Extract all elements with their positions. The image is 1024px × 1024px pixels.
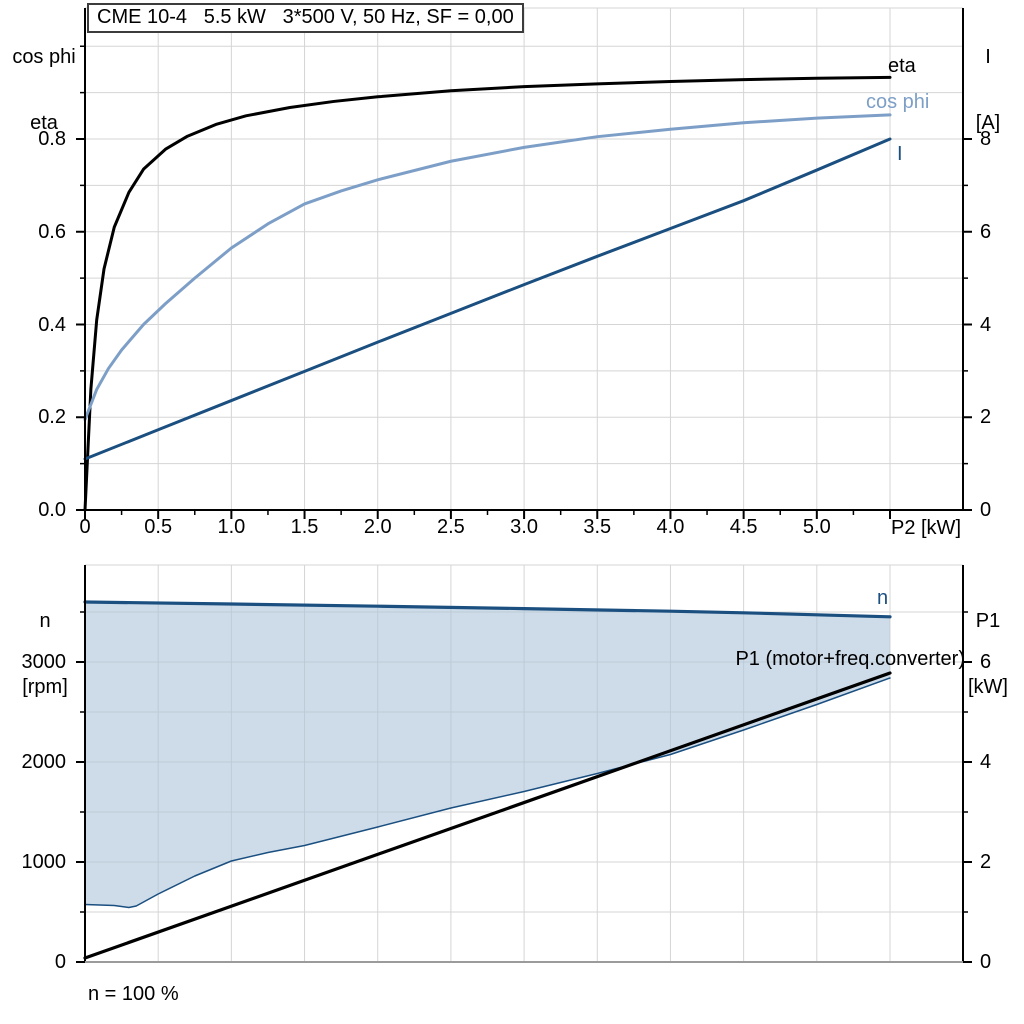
x-tick-label: 1.5 [290, 516, 319, 538]
top-y-left-tick-label: 0.2 [38, 406, 66, 429]
top-y-left-tick-label: 0.0 [38, 499, 66, 521]
curve-label-current: I [897, 143, 903, 165]
bottom-left-axis-title: n [rpm] [8, 566, 82, 742]
curve-label-eta: eta [888, 55, 916, 77]
x-tick-label: 3.0 [510, 516, 538, 538]
annotation-n-100-percent: n = 100 % [88, 983, 179, 1005]
chart-title: CME 10-4 5.5 kW 3*500 V, 50 Hz, SF = 0,0… [87, 3, 524, 33]
right-axis-title-p1: P1 [975, 610, 1001, 632]
series-p1-motor-freq-converter [83, 671, 892, 960]
x-tick-label: 3.5 [583, 516, 612, 538]
x-tick-label: 2.0 [363, 516, 392, 538]
top-y-right-tick-label: 2 [980, 406, 992, 429]
bottom-y-left-tick-label: 2000 [21, 751, 67, 773]
series-eta [83, 75, 892, 512]
series-i [83, 137, 892, 461]
top-y-right-tick-label: 4 [980, 313, 992, 336]
x-tick-label: 4.0 [656, 516, 685, 538]
bottom-y-left-tick-label: 3000 [21, 651, 67, 673]
x-tick-label: 0.5 [144, 516, 173, 538]
x-tick-label: 0 [79, 516, 91, 538]
curve-label-n: n [877, 587, 889, 609]
top-y-right-tick-label: 0 [980, 499, 992, 521]
right-axis-title-ampere-unit: [A] [975, 112, 1001, 134]
top-left-axis-title: cos phi eta [6, 2, 82, 178]
left-axis-title-n: n [39, 610, 51, 632]
top-y-right-tick-label: 8 [980, 128, 992, 150]
bottom-y-right-tick-label: 4 [980, 751, 992, 773]
x-tick-label: 1.0 [217, 516, 246, 538]
top-y-left-tick-label: 0.4 [38, 313, 66, 336]
top-right-axis-title: I [A] [962, 2, 1014, 178]
top-y-right-tick-label: 6 [980, 220, 992, 243]
left-axis-title-rpm-unit: [rpm] [22, 676, 68, 698]
x-tick-label: 2.5 [437, 516, 465, 538]
bottom-y-right-tick-label: 0 [980, 951, 992, 973]
left-axis-title-eta: eta [30, 112, 58, 134]
right-axis-title-kw-unit: [kW] [968, 676, 1008, 698]
x-axis-unit-label: P2 [kW] [890, 517, 961, 539]
top-y-left-tick-label: 0.6 [38, 220, 66, 243]
top-y-left-tick-label: 0.8 [38, 128, 66, 150]
x-tick-label: 4.5 [729, 516, 758, 538]
bottom-y-right-tick-label: 2 [980, 851, 992, 873]
curve-label-p1: P1 (motor+freq.converter) [735, 648, 965, 670]
curve-label-cos-phi: cos phi [866, 91, 930, 113]
bottom-y-left-tick-label: 1000 [21, 851, 67, 873]
bottom-y-right-tick-label: 6 [980, 651, 992, 673]
speed-range-region [85, 602, 890, 908]
bottom-y-left-tick-label: 0 [54, 951, 66, 973]
series-n-min [84, 677, 891, 909]
bottom-right-axis-title: P1 [kW] [958, 566, 1018, 742]
series-cos-phi [83, 113, 892, 422]
series-n [83, 600, 892, 619]
x-tick-label: 5.0 [802, 516, 831, 538]
right-axis-title-current: I [985, 46, 991, 68]
left-axis-title-cos-phi: cos phi [12, 46, 76, 68]
